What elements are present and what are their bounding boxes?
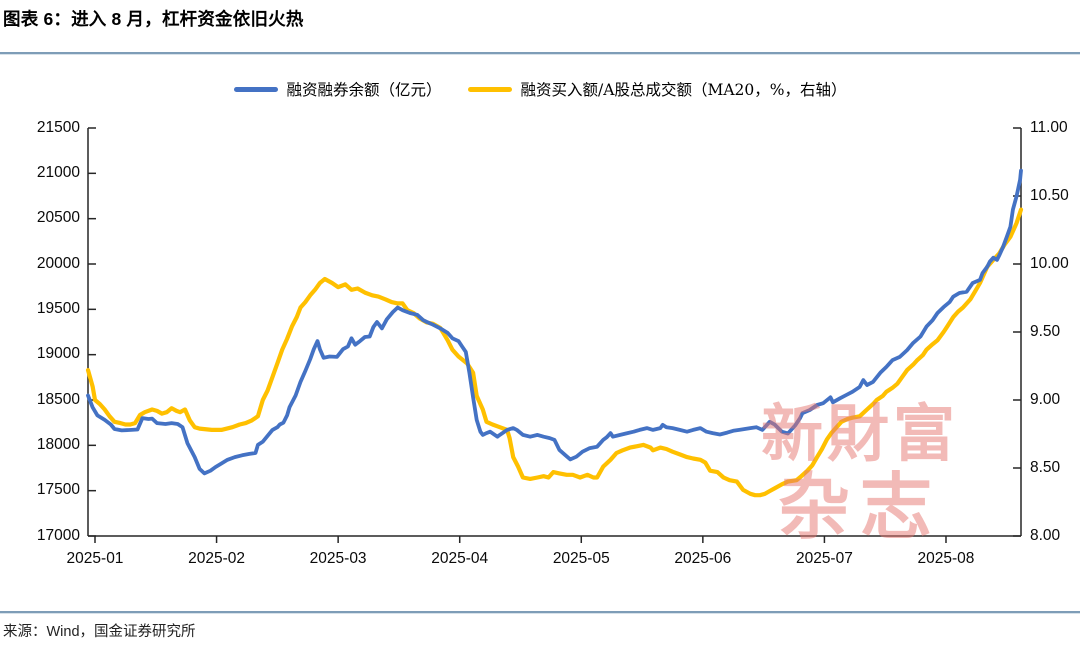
source-note: 来源：Wind，国金证券研究所: [3, 624, 196, 640]
right-axis-tick-label: 9.00: [1030, 390, 1061, 408]
x-axis-tick-label: 2025-06: [674, 550, 732, 567]
x-axis-tick-label: 2025-08: [917, 550, 975, 567]
left-axis-tick-label: 21000: [36, 163, 80, 181]
right-axis-tick-label: 8.50: [1030, 458, 1061, 476]
chart-legend: 融资融券余额（亿元） 融资买入额/A股总成交额（MA20，%，右轴）: [0, 78, 1080, 100]
left-axis-tick-label: 21500: [36, 118, 80, 136]
legend-label-2: 融资买入额/A股总成交额（MA20，%，右轴）: [520, 81, 847, 99]
legend-item-2: 融资买入额/A股总成交额（MA20，%，右轴）: [467, 78, 847, 100]
figure-title: 图表 6：进入 8 月，杠杆资金依旧火热: [3, 9, 304, 29]
left-axis-tick-label: 19500: [36, 299, 80, 317]
left-axis-tick-label: 17000: [36, 526, 80, 544]
left-axis-tick-label: 20500: [36, 209, 80, 227]
right-axis-tick-label: 10.00: [1030, 254, 1069, 272]
x-axis-tick-label: 2025-03: [309, 550, 367, 567]
x-axis-tick-label: 2025-05: [552, 550, 610, 567]
left-axis-tick-label: 18500: [36, 390, 80, 408]
series-line-ratio: [85, 207, 1024, 498]
left-axis-tick-label: 17500: [36, 481, 80, 499]
left-axis-tick-label: 18000: [36, 435, 80, 453]
series-line-balance: [86, 168, 1023, 476]
left-axis-tick-label: 19000: [36, 345, 80, 363]
top-divider: [0, 52, 1080, 55]
right-axis-tick-label: 10.50: [1030, 186, 1069, 204]
legend-label-1: 融资融券余额（亿元）: [286, 81, 442, 99]
right-axis-tick-label: 11.00: [1030, 118, 1068, 136]
left-axis-tick-label: 20000: [36, 254, 80, 272]
x-axis-tick-label: 2025-04: [431, 550, 489, 567]
x-axis-tick-label: 2025-01: [66, 550, 124, 567]
x-axis-tick-label: 2025-07: [795, 550, 853, 567]
right-axis-tick-label: 8.00: [1030, 526, 1061, 544]
legend-swatch-1: [233, 86, 278, 92]
x-axis-tick-label: 2025-02: [188, 550, 245, 567]
legend-item-1: 融资融券余额（亿元）: [233, 78, 442, 100]
bottom-divider: [0, 611, 1080, 614]
right-axis-tick-label: 9.50: [1030, 322, 1061, 340]
legend-swatch-2: [467, 86, 512, 92]
